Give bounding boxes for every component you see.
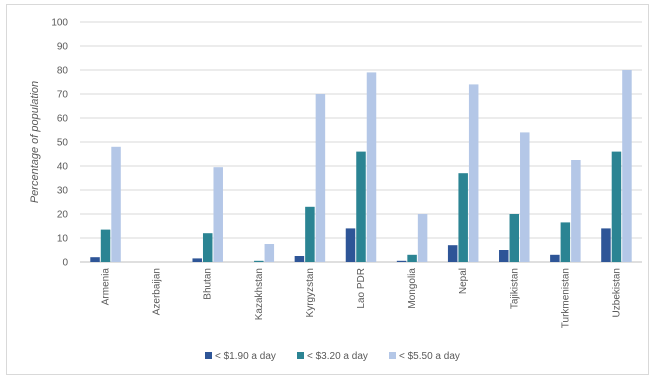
bar-turkmenistan-series-2	[560, 222, 571, 262]
bar-kyrgyzstan-series-1	[294, 256, 305, 262]
bar-armenia-series-1	[90, 257, 100, 262]
bar-kyrgyzstan-series-3	[315, 94, 326, 262]
bar-mongolia-series-1	[396, 260, 407, 262]
bar-lao-pdr-series-3	[366, 72, 377, 263]
bar-uzbekistan-series-1	[601, 228, 611, 262]
y-tick-label: 60	[57, 114, 69, 125]
legend-label-2: < $3.20 a day	[307, 351, 368, 362]
x-tick-label: Lao PDR	[356, 268, 367, 309]
bar-armenia-series-3	[111, 146, 121, 262]
legend-label-3: < $5.50 a day	[399, 351, 460, 362]
bar-nepal-series-1	[447, 245, 458, 262]
bar-turkmenistan-series-3	[571, 160, 581, 262]
bar-tajikistan-series-2	[509, 214, 520, 262]
x-tick-label: Armenia	[101, 268, 112, 306]
legend-swatch-1	[205, 352, 212, 359]
bar-bhutan-series-3	[213, 167, 223, 262]
x-tick-label: Uzbekistan	[611, 268, 622, 317]
bar-bhutan-series-2	[202, 233, 213, 262]
bar-uzbekistan-series-2	[611, 151, 622, 262]
y-tick-label: 30	[57, 186, 69, 197]
bar-kyrgyzstan-series-2	[305, 206, 315, 262]
x-tick-label: Azerbaijan	[152, 268, 163, 315]
y-tick-label: 90	[57, 42, 69, 53]
y-tick-label: 70	[57, 90, 69, 101]
x-tick-label: Kazakhstan	[254, 268, 265, 320]
bar-mongolia-series-3	[417, 214, 428, 262]
bar-kazakhstan-series-3	[264, 244, 275, 262]
bar-nepal-series-3	[468, 84, 479, 263]
x-tick-label: Tajikistan	[509, 268, 520, 309]
y-tick-label: 50	[57, 138, 69, 149]
x-tick-label: Nepal	[458, 268, 469, 294]
x-tick-label: Turkmenistan	[560, 268, 571, 328]
legend-swatch-2	[297, 352, 304, 359]
bar-lao-pdr-series-2	[356, 151, 366, 262]
bar-nepal-series-2	[458, 173, 468, 262]
y-tick-label: 80	[57, 66, 69, 77]
legend-swatch-3	[389, 352, 396, 359]
bar-uzbekistan-series-3	[622, 70, 632, 262]
bar-tajikistan-series-3	[520, 132, 530, 262]
bar-tajikistan-series-1	[499, 250, 509, 262]
legend-label-1: < $1.90 a day	[215, 351, 276, 362]
x-tick-label: Bhutan	[203, 268, 214, 300]
bar-armenia-series-2	[100, 229, 111, 262]
y-tick-label: 20	[57, 210, 69, 221]
y-tick-label: 10	[57, 234, 69, 245]
bar-kazakhstan-series-2	[254, 260, 264, 262]
x-tick-label: Mongolia	[407, 268, 418, 309]
y-tick-label: 100	[51, 18, 68, 29]
y-tick-label: 0	[62, 258, 68, 269]
y-tick-label: 40	[57, 162, 69, 173]
bar-lao-pdr-series-1	[345, 228, 356, 262]
bar-bhutan-series-1	[192, 258, 202, 262]
bar-mongolia-series-2	[407, 254, 417, 262]
x-tick-label: Kyrgyzstan	[305, 268, 316, 317]
y-axis-title: Percentage of population	[29, 81, 41, 203]
bar-turkmenistan-series-1	[550, 254, 560, 262]
